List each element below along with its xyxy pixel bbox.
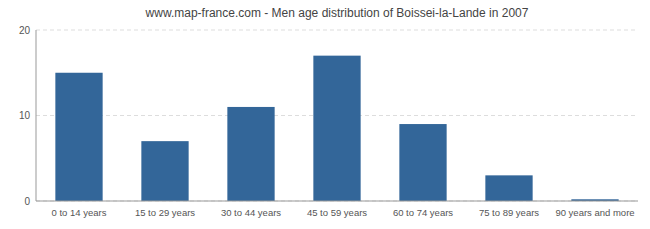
chart-svg: www.map-france.com - Men age distributio… (0, 0, 650, 229)
chart-container: www.map-france.com - Men age distributio… (0, 0, 650, 229)
y-tick-label: 10 (19, 110, 31, 121)
bar (485, 175, 532, 201)
x-tick-label: 90 years and more (555, 207, 634, 218)
bar (141, 141, 188, 201)
grid-line (36, 201, 638, 202)
bar (399, 124, 446, 201)
y-tick-label: 20 (19, 25, 31, 36)
x-tick-label: 45 to 59 years (307, 207, 367, 218)
x-tick-label: 75 to 89 years (479, 207, 539, 218)
y-axis-line (36, 30, 37, 201)
x-tick-label: 60 to 74 years (393, 207, 453, 218)
x-tick-label: 15 to 29 years (135, 207, 195, 218)
grid-line (36, 30, 638, 31)
bars (55, 56, 618, 201)
x-tick-label: 30 to 44 years (221, 207, 281, 218)
x-axis-line (36, 201, 638, 202)
bar (227, 107, 274, 201)
y-tick-label: 0 (24, 196, 30, 207)
x-tick-label: 0 to 14 years (52, 207, 107, 218)
chart-title: www.map-france.com - Men age distributio… (145, 6, 529, 20)
bar (55, 73, 102, 201)
bar (313, 56, 360, 201)
